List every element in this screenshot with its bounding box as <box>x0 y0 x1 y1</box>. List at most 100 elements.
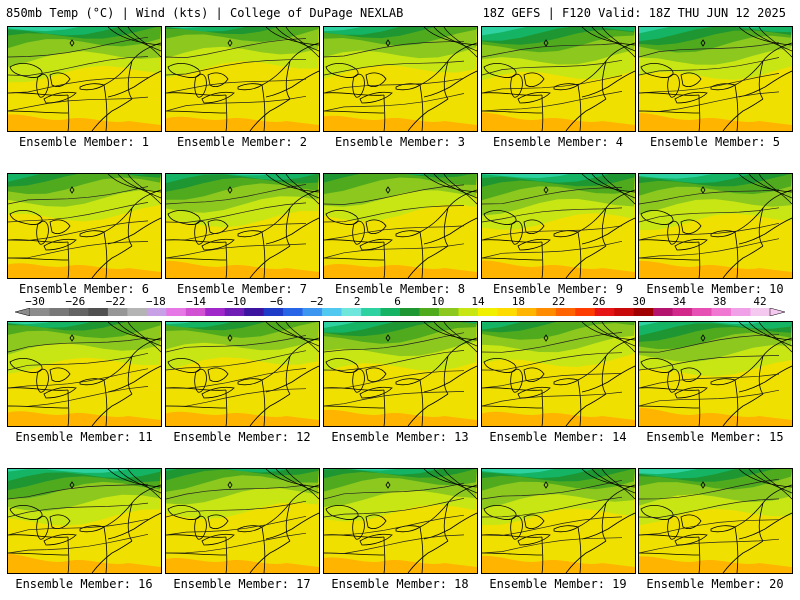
geographic-outline <box>581 365 635 393</box>
temperature-shading <box>8 322 161 328</box>
station-marker-icon <box>700 39 706 47</box>
geographic-outline <box>523 514 545 529</box>
colorbar-tick: −14 <box>186 295 207 308</box>
contour-line <box>166 500 307 518</box>
geographic-outline <box>365 367 387 382</box>
contour-line <box>8 484 149 500</box>
run-valid-time: 18Z GEFS | F120 Valid: 18Z THU JUN 12 20… <box>482 6 786 20</box>
geographic-outline <box>443 60 449 100</box>
contour-line <box>581 27 635 46</box>
contour-line <box>601 174 635 205</box>
temperature-map <box>8 27 161 131</box>
temperature-map <box>8 322 161 426</box>
colorbar-swatch <box>516 308 537 316</box>
geographic-outline <box>201 238 235 251</box>
contour-line <box>748 27 792 52</box>
geographic-outline <box>207 72 229 87</box>
geographic-outline <box>407 245 449 278</box>
geographic-outline <box>565 98 607 131</box>
geographic-outline <box>407 393 449 426</box>
geographic-outline <box>103 379 108 426</box>
geographic-outline <box>640 505 674 520</box>
temperature-shading <box>482 174 635 178</box>
contour-line <box>324 332 465 353</box>
temperature-shading <box>639 27 792 42</box>
geographic-outline <box>423 365 477 393</box>
geographic-outline <box>565 393 607 426</box>
ensemble-member-label: Ensemble Member: 15 <box>646 430 784 444</box>
geographic-outline <box>265 70 319 98</box>
colorbar-low-arrow <box>15 308 31 316</box>
colorbar-tick: −2 <box>310 295 324 308</box>
colorbar-swatch <box>283 308 303 316</box>
ensemble-panel <box>638 321 793 427</box>
geographic-outline <box>265 217 319 245</box>
contour-line <box>275 174 319 199</box>
ensemble-panel <box>7 468 162 574</box>
colorbar-tick: 2 <box>353 295 361 308</box>
geographic-outline <box>674 91 708 104</box>
geographic-outline <box>9 210 43 225</box>
colorbar-swatch <box>419 308 440 316</box>
temperature-map <box>482 469 635 573</box>
contour-line <box>581 469 635 488</box>
contour-line <box>482 391 623 407</box>
temperature-shading <box>482 322 635 333</box>
geographic-outline <box>107 217 161 245</box>
temperature-shading <box>482 322 635 330</box>
temperature-shading <box>324 27 477 35</box>
contour-line <box>639 91 780 112</box>
geographic-outline <box>107 70 161 98</box>
contour-line <box>324 350 465 371</box>
geographic-outline <box>482 92 543 96</box>
geographic-outline <box>383 94 386 131</box>
geographic-outline <box>166 92 227 96</box>
temperature-shading <box>166 469 319 473</box>
temperature-shading <box>324 322 477 333</box>
geographic-outline <box>261 526 266 573</box>
ensemble-panel <box>323 26 478 132</box>
geographic-outline <box>43 533 77 546</box>
geographic-outline <box>698 94 701 131</box>
geographic-outline <box>738 217 792 245</box>
geographic-outline <box>423 512 477 540</box>
contour-line <box>117 174 161 199</box>
geographic-outline <box>207 514 229 529</box>
colorbar-swatch <box>185 308 206 316</box>
geographic-outline <box>166 257 227 261</box>
colorbar-tick: 18 <box>511 295 525 308</box>
geographic-outline <box>103 231 108 278</box>
geographic-outline <box>541 389 544 426</box>
geographic-outline <box>423 70 477 98</box>
contour-line <box>265 322 319 341</box>
geographic-outline <box>8 552 69 556</box>
temperature-colorbar: −30 −26 −22 −18 −14 −10 −6 −2 2 6 10 14 18 22 26 30 34 38… <box>0 296 800 318</box>
warm-shading <box>639 260 792 278</box>
geographic-outline <box>127 355 133 395</box>
contour-line <box>107 27 161 46</box>
geographic-outline <box>510 220 523 245</box>
geographic-outline <box>722 540 764 573</box>
ensemble-panel <box>638 173 793 279</box>
geographic-outline <box>225 389 228 426</box>
ensemble-member-label: Ensemble Member: 8 <box>334 282 466 296</box>
ensemble-panel <box>165 26 320 132</box>
geographic-outline <box>482 552 543 556</box>
contour-line <box>639 373 780 389</box>
contour-line <box>166 58 307 76</box>
contour-line <box>639 498 780 518</box>
contour-line <box>591 469 635 494</box>
colorbar-swatch <box>536 308 557 316</box>
contour-line <box>639 222 780 241</box>
geographic-outline <box>201 533 235 546</box>
geographic-outline <box>482 534 543 538</box>
contour-line <box>117 322 161 347</box>
geographic-outline <box>483 358 517 373</box>
colorbar-tick: −10 <box>226 295 247 308</box>
geographic-outline <box>285 355 291 395</box>
contour-line <box>107 174 161 193</box>
geographic-outline <box>67 536 70 573</box>
contour-line <box>423 469 477 488</box>
contour-line <box>127 174 161 205</box>
contour-line <box>639 207 780 223</box>
